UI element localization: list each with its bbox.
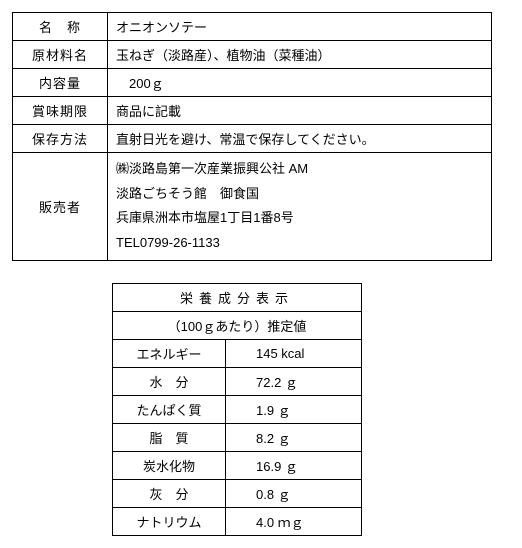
nut-label: 炭水化物 — [113, 451, 226, 479]
row-label: 賞味期限 — [13, 97, 108, 125]
product-info-table: 名 称 オニオンソテー 原材料名 玉ねぎ（淡路産）、植物油（菜種油） 内容量 2… — [12, 12, 492, 261]
seller-value: ㈱淡路島第一次産業振興公社 AM 淡路ごちそう館 御食国 兵庫県洲本市塩屋1丁目… — [108, 153, 492, 261]
seller-line: TEL0799-26-1133 — [116, 231, 485, 256]
table-row: たんぱく質 1.9 ｇ — [113, 395, 362, 423]
table-row: 保存方法 直射日光を避け、常温で保存してください。 — [13, 125, 492, 153]
seller-label: 販売者 — [13, 153, 108, 261]
nutrition-table: 栄養成分表示 （100ｇあたり）推定値 エネルギー 145 kcal 水 分 7… — [112, 283, 362, 536]
nut-label: たんぱく質 — [113, 395, 226, 423]
nut-value: 1.9 ｇ — [226, 395, 362, 423]
nutrition-subtitle: （100ｇあたり）推定値 — [113, 311, 362, 339]
row-value: 商品に記載 — [108, 97, 492, 125]
row-value: 200ｇ — [108, 69, 492, 97]
seller-row: 販売者 ㈱淡路島第一次産業振興公社 AM 淡路ごちそう館 御食国 兵庫県洲本市塩… — [13, 153, 492, 261]
row-label: 保存方法 — [13, 125, 108, 153]
row-value: 玉ねぎ（淡路産）、植物油（菜種油） — [108, 41, 492, 69]
nutrition-subtitle-row: （100ｇあたり）推定値 — [113, 311, 362, 339]
table-row: 水 分 72.2 ｇ — [113, 367, 362, 395]
row-value: オニオンソテー — [108, 13, 492, 41]
nut-label: ナトリウム — [113, 507, 226, 535]
nut-value: 4.0 ｍｇ — [226, 507, 362, 535]
table-row: ナトリウム 4.0 ｍｇ — [113, 507, 362, 535]
table-row: 賞味期限 商品に記載 — [13, 97, 492, 125]
nut-value: 16.9 ｇ — [226, 451, 362, 479]
table-row: 脂 質 8.2 ｇ — [113, 423, 362, 451]
row-label: 内容量 — [13, 69, 108, 97]
seller-line: 淡路ごちそう館 御食国 — [116, 182, 485, 207]
nut-label: 脂 質 — [113, 423, 226, 451]
seller-line: ㈱淡路島第一次産業振興公社 AM — [116, 157, 485, 182]
row-label: 原材料名 — [13, 41, 108, 69]
nut-label: 灰 分 — [113, 479, 226, 507]
nut-value: 0.8 ｇ — [226, 479, 362, 507]
nutrition-title-row: 栄養成分表示 — [113, 283, 362, 311]
table-row: 原材料名 玉ねぎ（淡路産）、植物油（菜種油） — [13, 41, 492, 69]
row-value: 直射日光を避け、常温で保存してください。 — [108, 125, 492, 153]
table-row: 灰 分 0.8 ｇ — [113, 479, 362, 507]
row-label: 名 称 — [13, 13, 108, 41]
nut-label: エネルギー — [113, 339, 226, 367]
nut-value: 72.2 ｇ — [226, 367, 362, 395]
nut-value: 145 kcal — [226, 339, 362, 367]
table-row: エネルギー 145 kcal — [113, 339, 362, 367]
table-row: 炭水化物 16.9 ｇ — [113, 451, 362, 479]
table-row: 名 称 オニオンソテー — [13, 13, 492, 41]
nut-value: 8.2 ｇ — [226, 423, 362, 451]
seller-line: 兵庫県洲本市塩屋1丁目1番8号 — [116, 206, 485, 231]
nutrition-title: 栄養成分表示 — [113, 283, 362, 311]
table-row: 内容量 200ｇ — [13, 69, 492, 97]
nut-label: 水 分 — [113, 367, 226, 395]
